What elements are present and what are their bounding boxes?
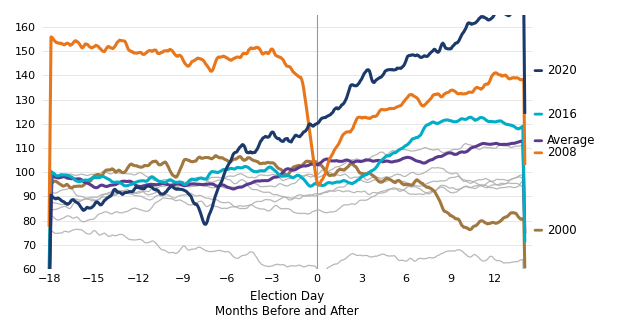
Text: Average: Average [547, 134, 595, 147]
Text: 2000: 2000 [547, 224, 577, 237]
Text: 2008: 2008 [547, 146, 577, 159]
X-axis label: Election Day
Months Before and After: Election Day Months Before and After [215, 290, 359, 318]
Text: 2016: 2016 [547, 108, 577, 121]
Text: 2020: 2020 [547, 64, 577, 77]
